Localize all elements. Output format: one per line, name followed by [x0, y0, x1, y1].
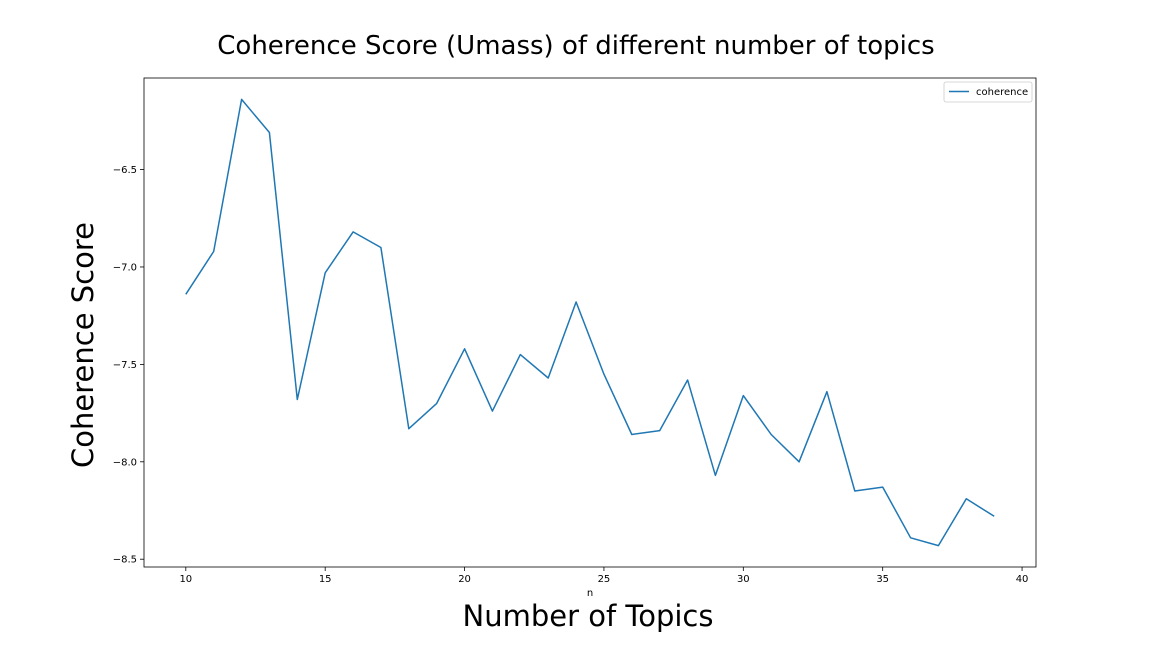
- x-index-label: n: [587, 588, 593, 599]
- x-tick-label: 10: [179, 574, 192, 585]
- y-tick-label: −7.0: [113, 262, 137, 273]
- x-tick-label: 25: [598, 574, 611, 585]
- x-tick-label: 30: [737, 574, 750, 585]
- legend: coherence: [943, 81, 1033, 103]
- x-ticks: 10 15 20 25 30 35 40: [179, 567, 1028, 585]
- x-tick-label: 35: [876, 574, 889, 585]
- plot-area-frame: [143, 77, 1037, 568]
- legend-label-coherence: coherence: [976, 87, 1028, 98]
- y-tick-label: −6.5: [113, 165, 137, 176]
- x-tick-label: 40: [1016, 574, 1029, 585]
- x-tick-label: 20: [458, 574, 471, 585]
- series-lines: [185, 98, 995, 547]
- y-tick-label: −8.5: [113, 555, 137, 566]
- y-tick-label: −8.0: [113, 457, 137, 468]
- chart-title: Coherence Score (Umass) of different num…: [217, 31, 934, 61]
- y-axis-title: Coherence Score: [66, 222, 100, 468]
- y-tick-label: −7.5: [113, 360, 137, 371]
- series-line-coherence: [185, 98, 995, 547]
- y-ticks: −6.5 −7.0 −7.5 −8.0 −8.5: [113, 165, 144, 566]
- x-axis-title: Number of Topics: [463, 599, 714, 633]
- x-tick-label: 15: [319, 574, 332, 585]
- legend-box: [943, 81, 1033, 103]
